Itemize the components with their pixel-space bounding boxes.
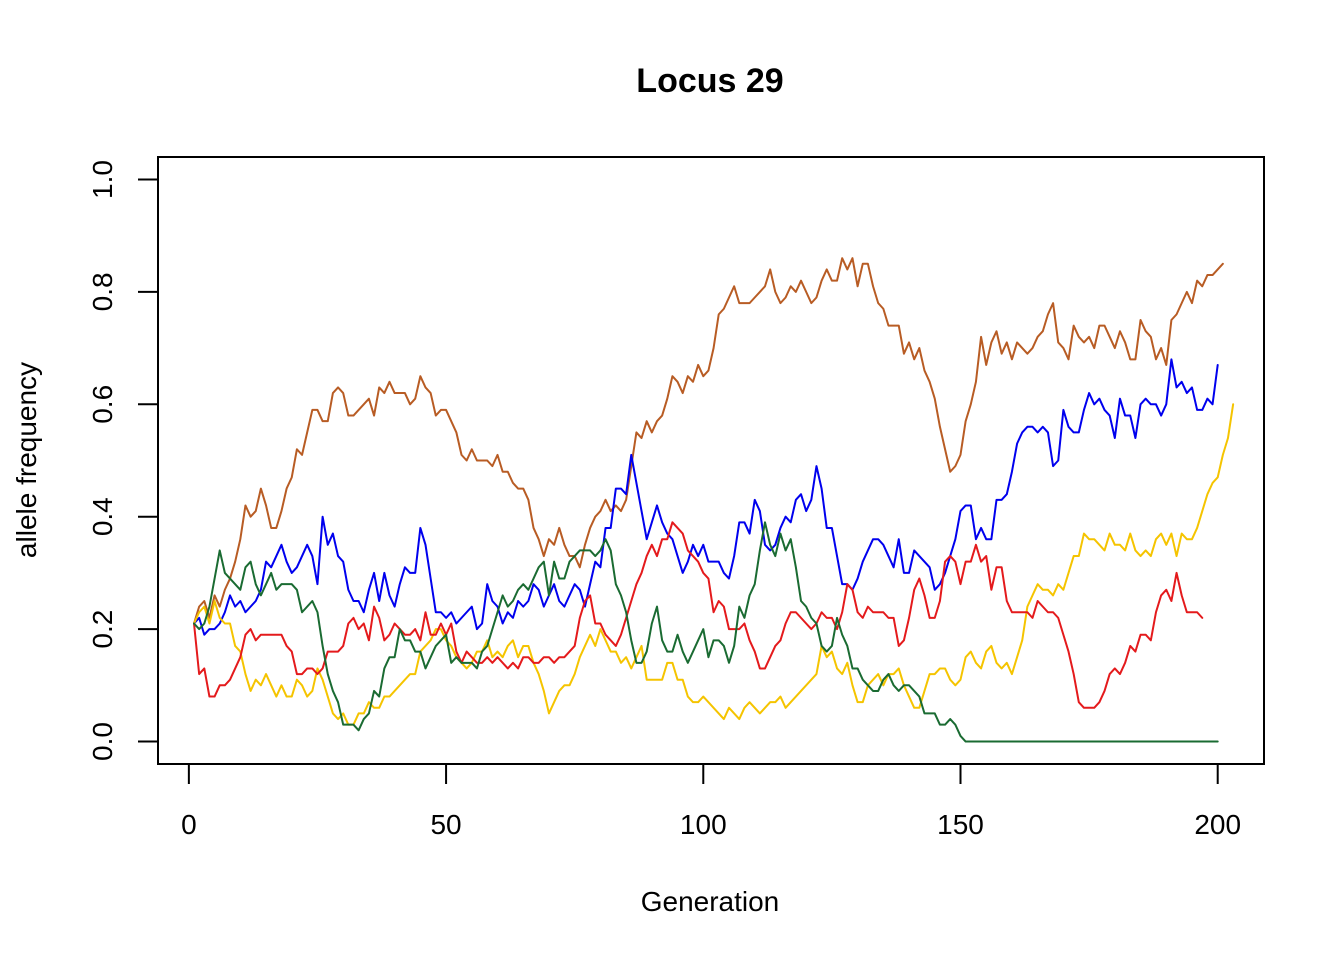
series-line-4: [193, 521, 1204, 709]
x-tick-label: 0: [181, 809, 197, 840]
x-axis-label: Generation: [641, 886, 780, 917]
series-line-5: [193, 521, 1219, 743]
y-tick-label: 1.0: [87, 160, 118, 199]
series-group: [193, 257, 1235, 743]
y-tick-label: 0.2: [87, 610, 118, 649]
x-tick-label: 100: [680, 809, 727, 840]
plot-frame: [157, 156, 1265, 765]
series-line-1: [193, 257, 1224, 625]
y-tick-label: 0.8: [87, 272, 118, 311]
series-line-3: [193, 403, 1235, 726]
series-line-2: [193, 358, 1219, 636]
y-axis-label: allele frequency: [11, 362, 42, 558]
chart-title: Locus 29: [636, 62, 783, 100]
x-tick-label: 150: [937, 809, 984, 840]
x-axis: 0 50 100 150 200: [181, 763, 1241, 840]
y-tick-label: 0.4: [87, 497, 118, 536]
y-tick-label: 0.0: [87, 722, 118, 761]
y-tick-label: 0.6: [87, 385, 118, 424]
y-axis: 0.0 0.2 0.4 0.6 0.8 1.0: [87, 160, 159, 761]
x-tick-label: 50: [430, 809, 461, 840]
x-tick-label: 200: [1194, 809, 1241, 840]
